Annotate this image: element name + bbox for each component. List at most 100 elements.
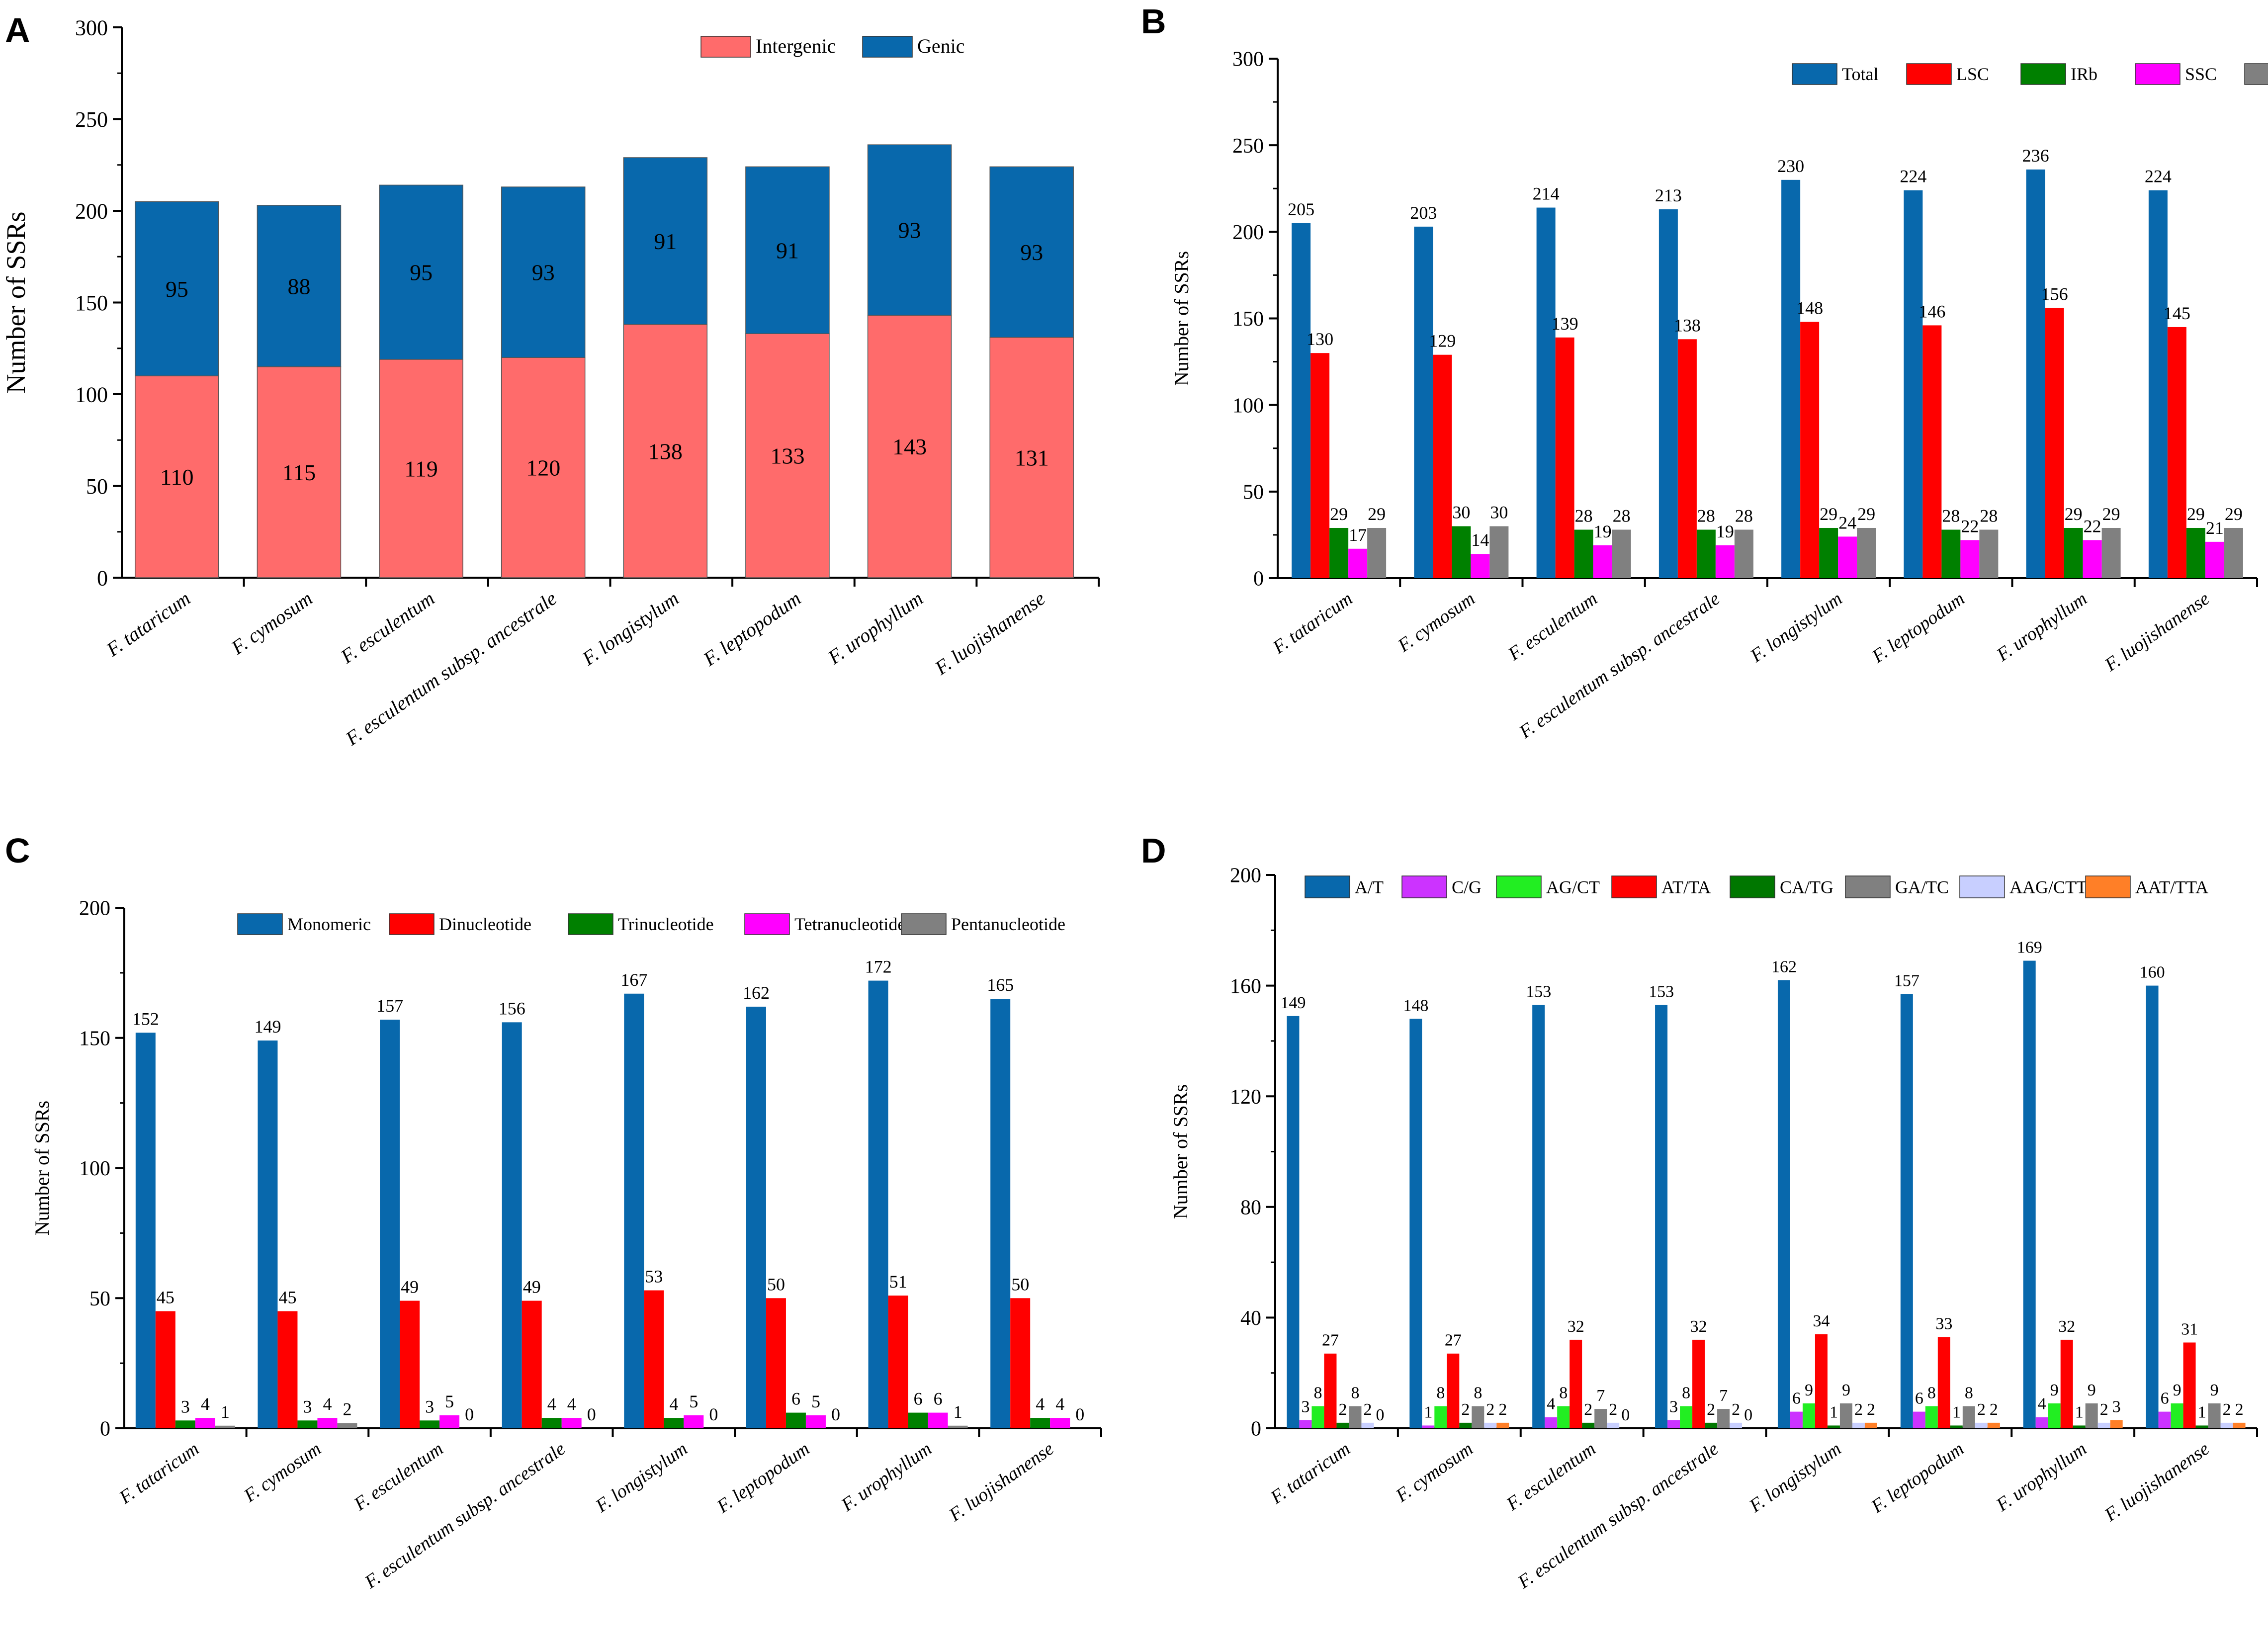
bar-value-label: 224 [2145, 167, 2172, 186]
legend-label: Total [1842, 64, 1878, 84]
bar-value-label: 1 [1424, 1403, 1432, 1421]
bar-ga-tc [2085, 1403, 2098, 1428]
bar-ag-ct [1925, 1406, 1938, 1428]
bar-genic [379, 184, 463, 360]
bar-value-label: 32 [1690, 1317, 1707, 1336]
bar-c-g [2158, 1411, 2171, 1428]
x-category-label: F. esculentum [350, 1438, 447, 1515]
y-tick-label: 200 [1232, 221, 1264, 244]
bar-value-label: 50 [767, 1274, 785, 1294]
legend-swatch [1401, 875, 1447, 898]
bar-value-label: 0 [709, 1404, 718, 1424]
bar-value-label: 93 [532, 260, 555, 285]
bar-value-label: 1 [2198, 1403, 2206, 1421]
bar-value-label: 0 [1075, 1404, 1084, 1424]
legend-swatch [1906, 63, 1952, 85]
bar-value-label: 28 [1575, 506, 1593, 525]
bar-value-label: 172 [865, 957, 892, 977]
y-tick-label: 300 [75, 15, 108, 40]
legend: Intergenic Genic [700, 35, 965, 58]
bar-value-label: 8 [1436, 1384, 1445, 1402]
legend-swatch [1959, 875, 2005, 898]
x-category-label: F. leptopodum [1867, 1438, 1968, 1517]
bar-c-g [1667, 1420, 1680, 1428]
x-category-label: F. longistylum [1746, 588, 1846, 667]
x-category-label: F. tataricum [102, 587, 194, 661]
x-category-label: F. luojishanense [945, 1438, 1058, 1526]
bar-intergenic [379, 359, 463, 578]
bar-value-label: 30 [1490, 503, 1508, 522]
bar-ag-ct [1434, 1406, 1447, 1428]
bar-total [2148, 190, 2168, 578]
bar-value-label: 1 [1830, 1403, 1838, 1421]
bar-ca-tg [1459, 1422, 1472, 1428]
x-category-label: F. tataricum [1266, 1438, 1354, 1508]
bar-value-label: 95 [166, 276, 188, 302]
bar-value-label: 146 [1919, 301, 1945, 321]
bar-value-label: 143 [892, 434, 927, 459]
legend-swatch [2244, 63, 2268, 85]
bar-at-ta [1447, 1353, 1460, 1428]
bar-ga-tc [1839, 1403, 1852, 1428]
bar-irb [1574, 529, 1593, 578]
bar-trinucleotide [785, 1412, 806, 1428]
bar-value-label: 49 [401, 1277, 419, 1297]
bar-ira [2224, 527, 2243, 578]
bar-at-ta [1570, 1339, 1582, 1428]
bar-a-t [1777, 980, 1790, 1428]
bar-value-label: 0 [831, 1404, 840, 1424]
bar-genic [257, 205, 342, 367]
x-category-label: F. urophyllum [837, 1438, 936, 1516]
bar-tetranucleotide [928, 1412, 948, 1428]
bar-value-label: 50 [1011, 1274, 1029, 1294]
bar-at-ta [1692, 1339, 1705, 1428]
bar-pentanucleotide [948, 1425, 968, 1428]
bar-pentanucleotide [337, 1423, 357, 1428]
bar-total [1292, 223, 1311, 579]
y-tick-label: 200 [75, 199, 108, 223]
y-tick-label: 150 [1232, 308, 1264, 331]
bar-ga-tc [1472, 1406, 1484, 1428]
bar-value-label: 8 [1927, 1384, 1936, 1402]
bar-value-label: 4 [2038, 1395, 2046, 1413]
bar-ag-ct [2048, 1403, 2061, 1428]
bar-genic [135, 201, 219, 376]
legend-label: Pentanucleotide [951, 914, 1065, 934]
bar-value-label: 2 [1990, 1400, 1998, 1419]
bar-value-label: 148 [1403, 996, 1428, 1015]
legend-label: A/T [1355, 877, 1384, 897]
bar-trinucleotide [541, 1418, 562, 1428]
bar-value-label: 8 [1313, 1384, 1322, 1402]
bar-total [2026, 169, 2045, 578]
bar-value-label: 93 [898, 218, 921, 243]
x-category-label: F. longistylum [592, 1438, 692, 1517]
x-category-label: F. longistylum [578, 587, 683, 670]
y-tick-label: 100 [1232, 394, 1264, 417]
bar-value-label: 120 [526, 455, 560, 481]
bar-value-label: 2 [1732, 1400, 1740, 1419]
x-category-label: F. cymosum [1394, 588, 1479, 656]
bar-value-label: 6 [791, 1389, 800, 1409]
bar-value-label: 2 [1461, 1400, 1470, 1419]
bar-total [1904, 190, 1923, 578]
bar-value-label: 4 [547, 1394, 556, 1414]
bar-value-label: 28 [1735, 506, 1753, 525]
bar-dinucleotide [277, 1311, 298, 1428]
bar-ag-ct [2171, 1403, 2183, 1428]
bar-value-label: 88 [287, 273, 310, 299]
bar-ca-tg [1705, 1422, 1718, 1428]
bar-value-label: 230 [1777, 156, 1804, 176]
bar-a-t [1900, 994, 1913, 1428]
bar-value-label: 2 [343, 1399, 351, 1419]
bar-lsc [1310, 353, 1330, 578]
bar-ssc [1960, 540, 1980, 578]
bar-intergenic [989, 337, 1074, 578]
bar-intergenic [867, 315, 952, 578]
y-tick-label: 120 [1230, 1086, 1261, 1109]
bar-value-label: 162 [743, 983, 770, 1003]
bar-irb [1696, 529, 1716, 578]
bar-value-label: 28 [1613, 506, 1631, 525]
legend-label: Monomeric [287, 914, 371, 934]
bar-lsc [2167, 327, 2186, 578]
